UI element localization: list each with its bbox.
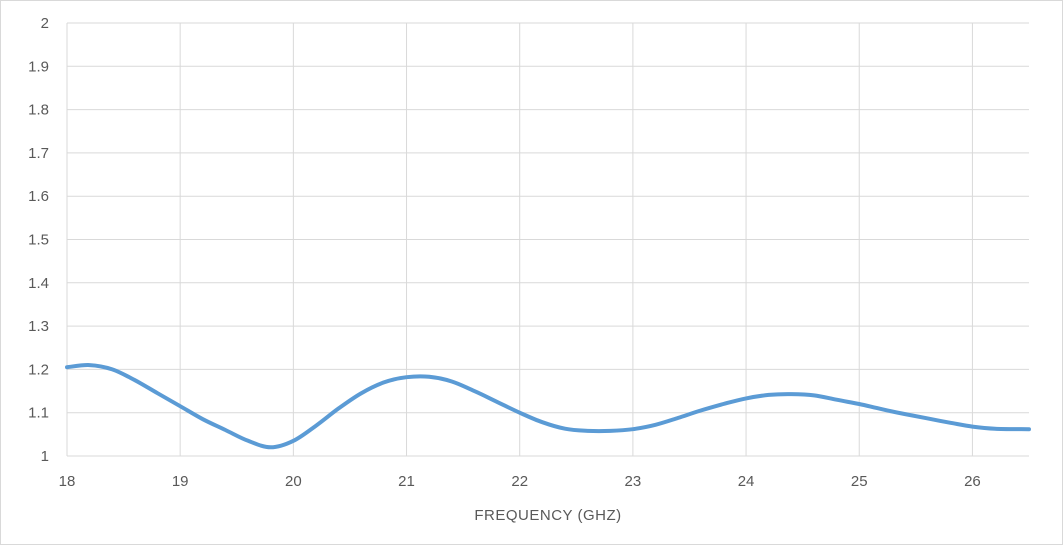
y-tick-label: 1.8 [28, 102, 49, 119]
y-tick-label: 1.6 [28, 188, 49, 205]
y-tick-label: 1.3 [28, 318, 49, 335]
x-axis-ticks: 18 19 20 21 22 23 24 25 26 [59, 473, 981, 490]
series-line [65, 363, 1031, 450]
x-tick-label: 26 [964, 473, 981, 490]
y-tick-label: 1.7 [28, 145, 49, 162]
x-tick-label: 18 [59, 473, 76, 490]
x-tick-label: 19 [172, 473, 189, 490]
x-tick-label: 23 [625, 473, 642, 490]
y-tick-label: 1.2 [28, 361, 49, 378]
y-tick-label: 1.5 [28, 232, 49, 249]
y-axis-ticks: 1 1.1 1.2 1.3 1.4 1.5 1.6 1.7 1.8 1.9 2 [28, 15, 49, 465]
chart-grid [66, 22, 1029, 457]
x-tick-label: 22 [511, 473, 528, 490]
chart-series [65, 363, 1031, 450]
y-tick-label: 1 [41, 448, 49, 465]
x-tick-label: 21 [398, 473, 415, 490]
x-axis-title: FREQUENCY (GHZ) [474, 507, 621, 524]
y-tick-label: 2 [41, 15, 49, 32]
y-tick-label: 1.1 [28, 405, 49, 422]
x-tick-label: 25 [851, 473, 868, 490]
x-tick-label: 24 [738, 473, 755, 490]
y-tick-label: 1.9 [28, 58, 49, 75]
y-tick-label: 1.4 [28, 275, 49, 292]
x-tick-label: 20 [285, 473, 302, 490]
